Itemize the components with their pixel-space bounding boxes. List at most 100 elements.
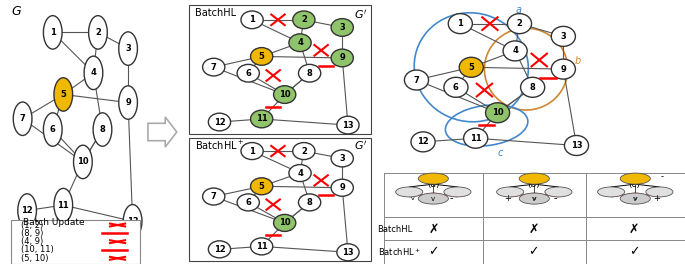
Text: -: - [661,172,664,181]
Text: 5: 5 [469,63,474,72]
Text: BatchHL: BatchHL [195,8,236,18]
Circle shape [486,103,510,123]
Text: 4: 4 [512,46,518,55]
Circle shape [521,77,545,97]
Circle shape [251,48,273,65]
Text: BatchHL$^+$: BatchHL$^+$ [195,139,244,152]
Circle shape [419,193,449,204]
Circle shape [519,193,549,204]
Text: b: b [574,56,581,66]
Circle shape [13,102,32,135]
Text: +: + [503,194,510,203]
Text: (4, 9): (4, 9) [21,237,43,246]
Text: 6: 6 [245,198,251,207]
Text: 13: 13 [342,248,353,257]
Text: 10: 10 [279,90,290,99]
Circle shape [54,78,73,111]
Text: 10: 10 [279,218,290,227]
Circle shape [396,187,423,197]
Circle shape [88,16,108,49]
Circle shape [119,32,138,65]
Circle shape [620,193,650,204]
Text: ✗: ✗ [629,223,639,236]
Text: c: c [497,148,503,158]
Circle shape [331,179,353,196]
Text: 3: 3 [339,23,345,32]
Text: 4: 4 [90,68,97,77]
Circle shape [337,244,359,261]
Circle shape [292,11,315,29]
Circle shape [251,110,273,128]
Text: (5, 10): (5, 10) [21,254,49,263]
Text: v: v [633,196,637,202]
Text: 4: 4 [297,169,303,178]
Circle shape [237,64,260,82]
Text: (1, 2): (1, 2) [21,220,43,229]
Circle shape [43,16,62,49]
Circle shape [273,214,296,232]
Text: 8: 8 [530,83,536,92]
Circle shape [289,34,311,51]
Circle shape [203,58,225,76]
PathPatch shape [238,167,296,235]
Circle shape [508,14,532,34]
Circle shape [444,77,468,97]
Circle shape [299,194,321,211]
Text: (10, 11): (10, 11) [21,246,54,254]
Circle shape [292,143,315,159]
Circle shape [419,173,449,184]
Circle shape [73,145,92,179]
Text: $G'$: $G'$ [353,139,367,152]
Circle shape [208,241,231,258]
Circle shape [503,41,527,61]
Circle shape [464,128,488,148]
Circle shape [241,11,263,29]
Text: 2: 2 [95,28,101,37]
Circle shape [331,18,353,36]
Text: 6: 6 [50,125,55,134]
Text: 11: 11 [58,201,69,210]
PathPatch shape [214,11,358,104]
Text: 8: 8 [307,198,312,207]
Text: 2: 2 [301,15,307,24]
Text: 9: 9 [339,54,345,63]
Text: 7: 7 [211,63,216,72]
Text: (c): (c) [628,180,640,189]
Text: (b): (b) [527,180,540,189]
Circle shape [331,49,353,67]
Text: -: - [553,194,557,204]
Text: 2: 2 [516,19,523,28]
Text: 8: 8 [99,125,105,134]
Circle shape [208,113,231,131]
Circle shape [551,59,575,79]
Text: 5: 5 [259,182,264,191]
Circle shape [404,70,429,90]
Text: 9: 9 [560,65,566,74]
Text: 12: 12 [417,137,429,146]
Circle shape [411,132,435,152]
Text: 9: 9 [125,98,131,107]
Text: 12: 12 [214,117,225,126]
Text: 3: 3 [125,44,131,53]
Text: 7: 7 [20,114,25,123]
Circle shape [459,57,484,77]
Circle shape [54,188,73,222]
Text: (8, 9): (8, 9) [21,229,43,238]
FancyBboxPatch shape [189,4,371,134]
Text: 1: 1 [249,147,255,155]
Text: ✗: ✗ [528,223,539,236]
Text: 7: 7 [211,192,216,201]
Text: 11: 11 [470,134,482,143]
Text: 5: 5 [60,90,66,99]
Text: v: v [532,196,536,201]
Text: 2: 2 [301,147,307,155]
Text: (a): (a) [427,180,440,189]
Text: 6: 6 [245,69,251,78]
Circle shape [337,116,359,134]
Circle shape [251,178,273,195]
Text: 9: 9 [339,183,345,192]
Text: Batch Update: Batch Update [23,218,84,227]
Text: 13: 13 [342,121,353,130]
Text: 3: 3 [339,154,345,163]
Circle shape [123,205,142,238]
